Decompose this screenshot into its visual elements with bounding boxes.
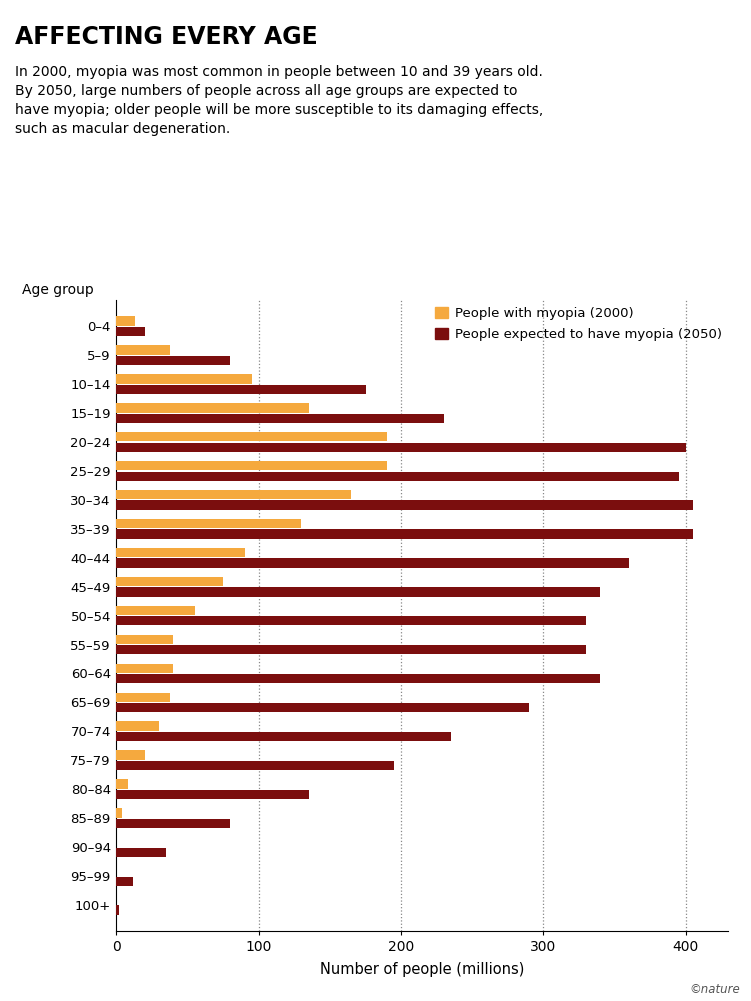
Bar bbox=[116, 559, 629, 568]
Bar bbox=[116, 384, 366, 394]
Bar bbox=[116, 316, 135, 325]
Bar bbox=[116, 645, 586, 655]
Bar bbox=[116, 548, 245, 558]
Legend: People with myopia (2000), People expected to have myopia (2050): People with myopia (2000), People expect… bbox=[435, 307, 722, 341]
Bar bbox=[116, 327, 145, 336]
Bar bbox=[116, 588, 600, 597]
Bar bbox=[116, 732, 451, 741]
Bar bbox=[116, 780, 128, 789]
Bar bbox=[116, 722, 159, 731]
Bar bbox=[116, 808, 122, 818]
Bar bbox=[116, 819, 231, 828]
Bar bbox=[116, 490, 351, 499]
Bar bbox=[116, 606, 195, 615]
Bar bbox=[116, 635, 173, 644]
Bar bbox=[116, 617, 586, 626]
Bar bbox=[116, 577, 223, 587]
Bar bbox=[116, 413, 444, 423]
Bar bbox=[116, 432, 387, 441]
Bar bbox=[116, 345, 170, 354]
Bar bbox=[116, 790, 309, 799]
Bar bbox=[116, 519, 301, 529]
Bar bbox=[116, 461, 387, 470]
Bar bbox=[116, 703, 529, 713]
Bar bbox=[116, 664, 173, 673]
Bar bbox=[116, 693, 170, 702]
Text: ©nature: ©nature bbox=[689, 983, 740, 996]
Bar bbox=[116, 848, 166, 857]
Bar bbox=[116, 674, 600, 684]
X-axis label: Number of people (millions): Number of people (millions) bbox=[320, 962, 525, 977]
Bar bbox=[116, 374, 252, 383]
Bar bbox=[116, 403, 309, 412]
Bar bbox=[116, 442, 686, 451]
Text: Age group: Age group bbox=[22, 283, 93, 297]
Bar bbox=[116, 530, 693, 539]
Bar bbox=[116, 877, 134, 886]
Text: AFFECTING EVERY AGE: AFFECTING EVERY AGE bbox=[15, 25, 318, 49]
Bar bbox=[116, 355, 231, 365]
Bar bbox=[116, 500, 693, 510]
Text: In 2000, myopia was most common in people between 10 and 39 years old.
By 2050, : In 2000, myopia was most common in peopl… bbox=[15, 65, 543, 136]
Bar bbox=[116, 471, 679, 480]
Bar bbox=[116, 906, 119, 915]
Bar bbox=[116, 761, 394, 770]
Bar bbox=[116, 751, 145, 760]
